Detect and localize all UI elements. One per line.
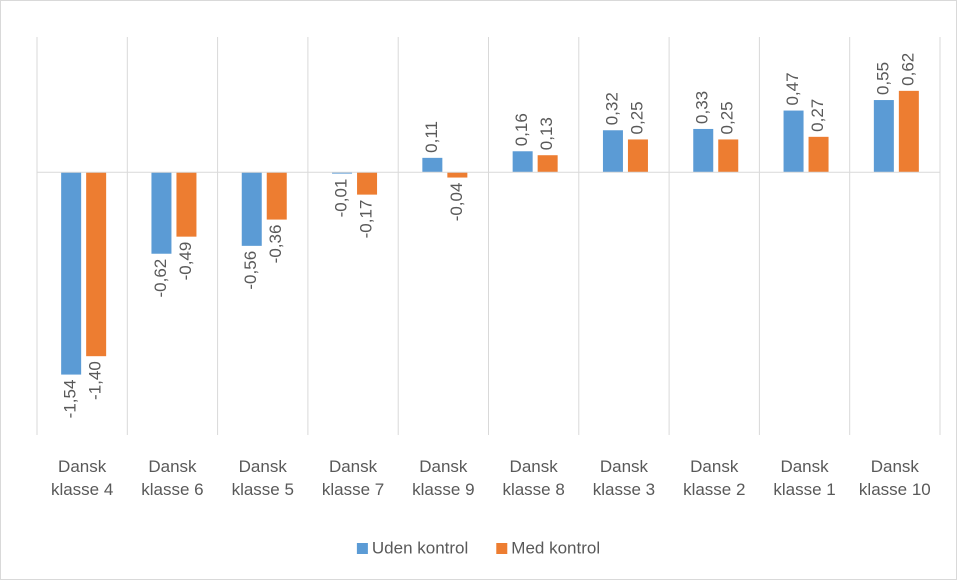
bar — [873, 100, 894, 173]
bar — [602, 130, 623, 173]
bar — [447, 172, 468, 178]
bar — [512, 151, 533, 173]
bar — [151, 172, 172, 254]
bar — [266, 172, 287, 220]
data-label: 0,32 — [602, 92, 621, 125]
data-label: 0,25 — [627, 101, 646, 134]
bar — [61, 172, 82, 375]
legend-swatch — [496, 543, 508, 554]
x-tick-label: Dansk klasse 5 — [231, 457, 294, 499]
x-tick-label: Dansk klasse 3 — [592, 457, 656, 499]
bar — [627, 139, 648, 173]
legend-label: Med kontrol — [511, 538, 600, 557]
bar — [783, 110, 804, 173]
bar — [808, 136, 829, 173]
x-tick-label: Dansk klasse 9 — [412, 457, 475, 499]
data-label: 0,62 — [898, 53, 917, 86]
data-label: 0,27 — [808, 99, 827, 132]
data-label: -0,17 — [357, 200, 376, 239]
bar — [718, 139, 739, 173]
bar — [86, 172, 107, 357]
x-tick-label: Dansk klasse 6 — [141, 457, 204, 499]
data-label: -0,36 — [266, 225, 285, 264]
bar — [357, 172, 378, 195]
legend-label: Uden kontrol — [372, 538, 468, 557]
data-label: -0,04 — [447, 183, 466, 222]
x-tick-label: Dansk klasse 1 — [773, 457, 836, 499]
data-label: -0,62 — [151, 259, 170, 298]
data-label: 0,13 — [537, 117, 556, 150]
bar — [241, 172, 262, 246]
bar — [176, 172, 197, 237]
x-tick-label: Dansk klasse 4 — [50, 457, 114, 499]
data-label: 0,11 — [422, 121, 441, 153]
x-tick-label: Dansk klasse 8 — [502, 457, 565, 499]
data-label: -0,56 — [241, 251, 260, 290]
bar — [693, 128, 714, 173]
data-label: -0,49 — [176, 242, 195, 281]
data-label: 0,33 — [693, 91, 712, 124]
x-tick-label: Dansk klasse 2 — [683, 457, 746, 499]
bar — [898, 90, 919, 173]
bar — [537, 155, 558, 173]
data-label: -0,01 — [332, 179, 351, 218]
x-tick-label: Dansk klasse 10 — [858, 457, 931, 499]
x-tick-label: Dansk klasse 7 — [321, 457, 385, 499]
data-label: 0,25 — [718, 101, 737, 134]
legend-swatch — [356, 543, 368, 554]
bar — [422, 157, 443, 173]
data-label: 0,16 — [512, 113, 531, 146]
bar — [332, 172, 353, 174]
data-label: 0,55 — [873, 62, 892, 95]
data-label: -1,54 — [61, 380, 80, 419]
data-label: 0,47 — [783, 72, 802, 105]
data-label: -1,40 — [86, 361, 105, 400]
